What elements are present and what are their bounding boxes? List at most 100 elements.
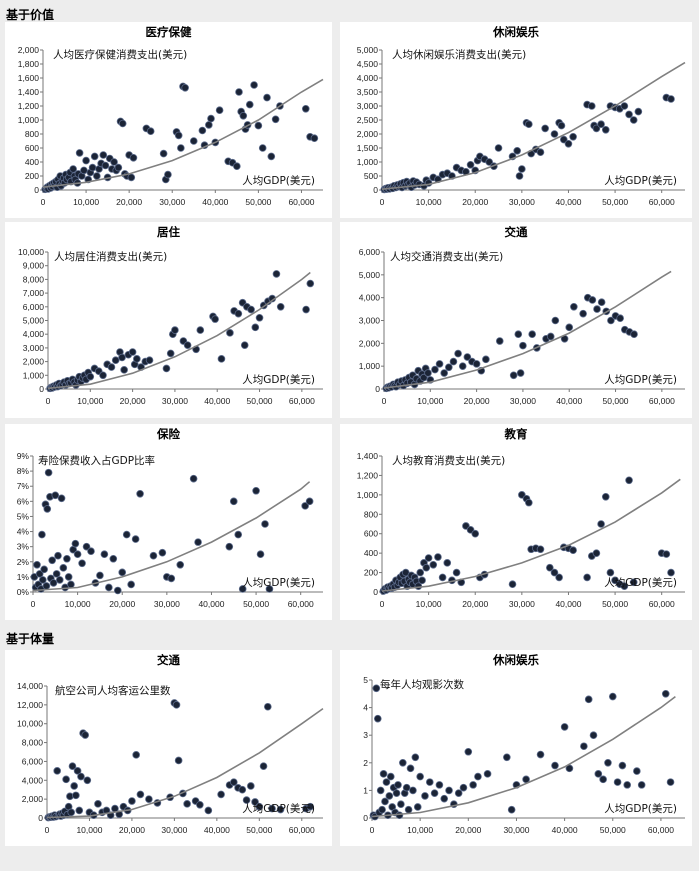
x-tick-label: 50,000	[247, 396, 273, 406]
data-point	[381, 797, 389, 806]
data-point	[507, 805, 516, 814]
data-point	[136, 489, 144, 498]
data-point	[251, 323, 260, 332]
data-point	[42, 582, 51, 590]
data-point	[620, 102, 629, 110]
data-point	[418, 576, 426, 585]
data-point	[196, 801, 204, 809]
data-point	[240, 341, 249, 349]
data-point	[263, 93, 271, 102]
data-point	[136, 790, 145, 799]
data-point	[64, 573, 73, 581]
data-point	[514, 330, 523, 338]
x-tick-label: 60,000	[649, 396, 675, 406]
chart-svg: 休闲娱乐 0 1 2 3 4 5 0 10,000 20,000 30,000 40,000 50,00…	[363, 653, 685, 835]
y-axis-label: 人均医疗保健消费支出(美元)	[53, 48, 187, 61]
data-point	[177, 144, 185, 152]
x-tick-label: 20,000	[120, 396, 146, 406]
y-tick-label: 5,000	[357, 45, 379, 55]
data-point	[81, 731, 90, 739]
data-point	[271, 115, 280, 124]
y-tick-label: 5%	[17, 511, 30, 521]
data-point	[483, 770, 492, 778]
data-point	[546, 563, 554, 572]
y-axis-label: 人均交通消费支出(美元)	[390, 250, 503, 263]
data-point	[146, 127, 155, 135]
y-tick-label: 1%	[17, 572, 30, 582]
data-point	[247, 305, 255, 314]
x-axis-label: 人均GDP(美元)	[242, 174, 315, 187]
y-tick-label: 2,000	[357, 129, 379, 139]
chart-svg: 居住 0 1,000 2,000 3,000 4,000 5,000 6,000 7,000 8,…	[18, 225, 323, 406]
data-point	[198, 126, 207, 135]
x-tick-label: 10,000	[73, 197, 99, 207]
data-point	[606, 568, 615, 577]
x-tick-label: 40,000	[202, 197, 228, 207]
data-point	[429, 561, 438, 569]
chart-svg: 休闲娱乐 0 500 1,000 1,500 2,000 2,500 3,000 3,500 4,…	[357, 25, 686, 207]
y-tick-label: 9%	[17, 451, 30, 461]
data-point	[525, 120, 533, 128]
data-point	[44, 468, 53, 477]
trend-line	[371, 695, 676, 818]
x-tick-label: 20,000	[464, 396, 490, 406]
y-tick-label: 4%	[17, 527, 30, 537]
x-tick-label: 50,000	[602, 599, 628, 609]
data-point	[215, 106, 224, 114]
data-point	[592, 549, 601, 557]
data-points	[382, 293, 638, 393]
y-tick-label: 500	[364, 171, 378, 181]
y-tick-label: 0	[373, 185, 378, 195]
x-axis-label: 人均GDP(美元)	[604, 373, 677, 386]
chart-title: 保险	[156, 427, 180, 441]
data-point	[118, 568, 127, 577]
data-point	[438, 573, 447, 582]
data-point	[69, 165, 77, 173]
data-point	[515, 172, 524, 180]
data-point	[110, 158, 118, 166]
data-points	[380, 93, 675, 194]
chart-svg: 交通 0 2,000 4,000 6,000 8,000 10,000 12,000 14,00…	[17, 653, 324, 835]
data-point	[589, 731, 598, 739]
data-point	[113, 586, 122, 595]
data-point	[172, 701, 181, 709]
data-point	[485, 158, 494, 166]
chart-panel-insurance: 保险 0% 1% 2% 3% 4% 5% 6% 7% 8% 9% 0 10,000 20,000 30,00…	[5, 424, 332, 620]
y-tick-label: 4,000	[22, 775, 44, 785]
y-tick-label: 1,200	[357, 470, 379, 480]
data-point	[129, 154, 138, 162]
y-tick-label: 14,000	[17, 681, 43, 691]
data-point	[114, 163, 123, 172]
data-point	[569, 546, 577, 555]
y-tick-label: 8,000	[22, 738, 44, 748]
data-point	[238, 785, 247, 794]
x-tick-label: 10,000	[76, 825, 102, 835]
trend-line	[383, 270, 672, 389]
data-point	[449, 357, 458, 366]
data-point	[392, 789, 401, 797]
data-point	[82, 156, 90, 165]
data-point	[509, 371, 518, 380]
x-axis-label: 人均GDP(美元)	[604, 174, 677, 187]
y-axis-label: 寿险保费收入占GDP比率	[38, 454, 155, 467]
data-point	[513, 147, 521, 155]
y-tick-label: 800	[25, 129, 39, 139]
x-tick-label: 10,000	[407, 825, 433, 835]
data-point	[63, 554, 71, 563]
data-point	[267, 152, 276, 161]
data-point	[145, 795, 153, 803]
data-point	[132, 751, 140, 759]
data-point	[235, 88, 243, 96]
data-point	[528, 330, 536, 338]
data-point	[445, 363, 453, 372]
data-point	[258, 144, 267, 152]
data-point	[399, 759, 407, 767]
x-tick-label: 0	[31, 599, 36, 609]
data-point	[247, 782, 255, 790]
data-point	[560, 135, 568, 144]
data-point	[618, 761, 627, 770]
data-point	[164, 170, 172, 179]
data-point	[541, 124, 549, 133]
data-point	[54, 551, 62, 560]
data-point	[82, 542, 91, 551]
